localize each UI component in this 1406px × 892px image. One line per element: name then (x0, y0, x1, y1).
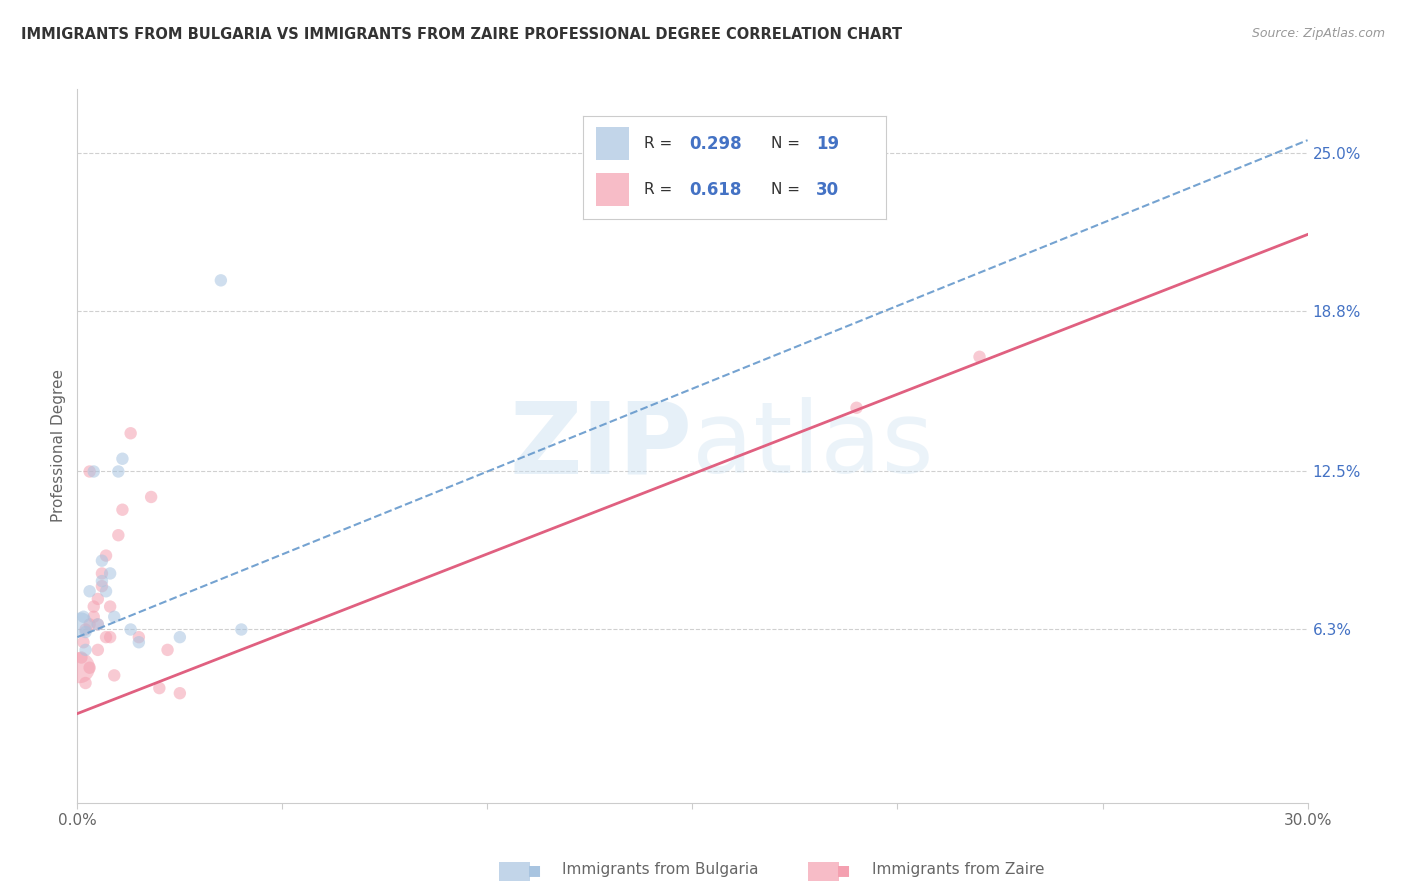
Point (98, 599, 121, 614)
Point (75, 643, 97, 657)
Point (79, 617, 101, 632)
Point (969, 350, 991, 364)
Text: 19: 19 (817, 135, 839, 153)
Point (72, 635, 94, 649)
Point (87, 591, 110, 606)
Point (111, 451, 134, 466)
Text: ▪: ▪ (527, 860, 541, 880)
Point (75, 625, 97, 640)
Point (231, 623, 253, 637)
Point (90, 574, 114, 588)
Text: R =: R = (644, 182, 678, 197)
Point (128, 630, 150, 644)
Text: Immigrants from Zaire: Immigrants from Zaire (872, 863, 1045, 877)
Text: 30: 30 (817, 181, 839, 199)
Point (67, 661, 90, 675)
Point (845, 401, 868, 415)
Point (209, 273, 232, 287)
Text: IMMIGRANTS FROM BULGARIA VS IMMIGRANTS FROM ZAIRE PROFESSIONAL DEGREE CORRELATIO: IMMIGRANTS FROM BULGARIA VS IMMIGRANTS F… (21, 27, 903, 42)
Point (90, 554, 114, 568)
Bar (596, 128, 628, 160)
Point (98, 630, 121, 644)
Point (128, 635, 150, 649)
Point (120, 426, 142, 441)
Point (107, 465, 129, 479)
Point (70, 650, 93, 665)
Text: 0.618: 0.618 (689, 181, 742, 199)
Point (87, 617, 110, 632)
Point (75, 623, 97, 637)
Point (83, 465, 105, 479)
Point (90, 566, 114, 581)
Text: Source: ZipAtlas.com: Source: ZipAtlas.com (1251, 27, 1385, 40)
Point (107, 528, 129, 542)
Point (69, 617, 91, 632)
Point (156, 643, 179, 657)
Text: N =: N = (770, 136, 804, 151)
Point (111, 502, 134, 516)
Point (79, 465, 101, 479)
Point (72, 609, 94, 624)
Point (75, 676, 97, 690)
Text: atlas: atlas (693, 398, 934, 494)
Point (103, 609, 125, 624)
Point (103, 668, 125, 682)
Point (98, 566, 121, 581)
Text: N =: N = (770, 182, 804, 197)
Text: Immigrants from Bulgaria: Immigrants from Bulgaria (562, 863, 759, 877)
Point (141, 490, 163, 504)
Point (83, 599, 105, 614)
Point (94, 584, 117, 599)
Bar (596, 173, 628, 206)
Point (90, 579, 114, 593)
Point (169, 630, 191, 644)
Point (94, 630, 117, 644)
Point (120, 623, 142, 637)
Y-axis label: Professional Degree: Professional Degree (51, 369, 66, 523)
Point (87, 617, 110, 632)
Point (169, 686, 191, 700)
Text: R =: R = (644, 136, 678, 151)
Point (83, 609, 105, 624)
Text: 0.298: 0.298 (689, 135, 742, 153)
Point (79, 661, 101, 675)
Point (148, 681, 170, 695)
Point (87, 643, 110, 657)
Text: ▪: ▪ (837, 860, 851, 880)
Point (94, 549, 117, 563)
Text: ZIP: ZIP (509, 398, 693, 494)
Point (79, 584, 101, 599)
